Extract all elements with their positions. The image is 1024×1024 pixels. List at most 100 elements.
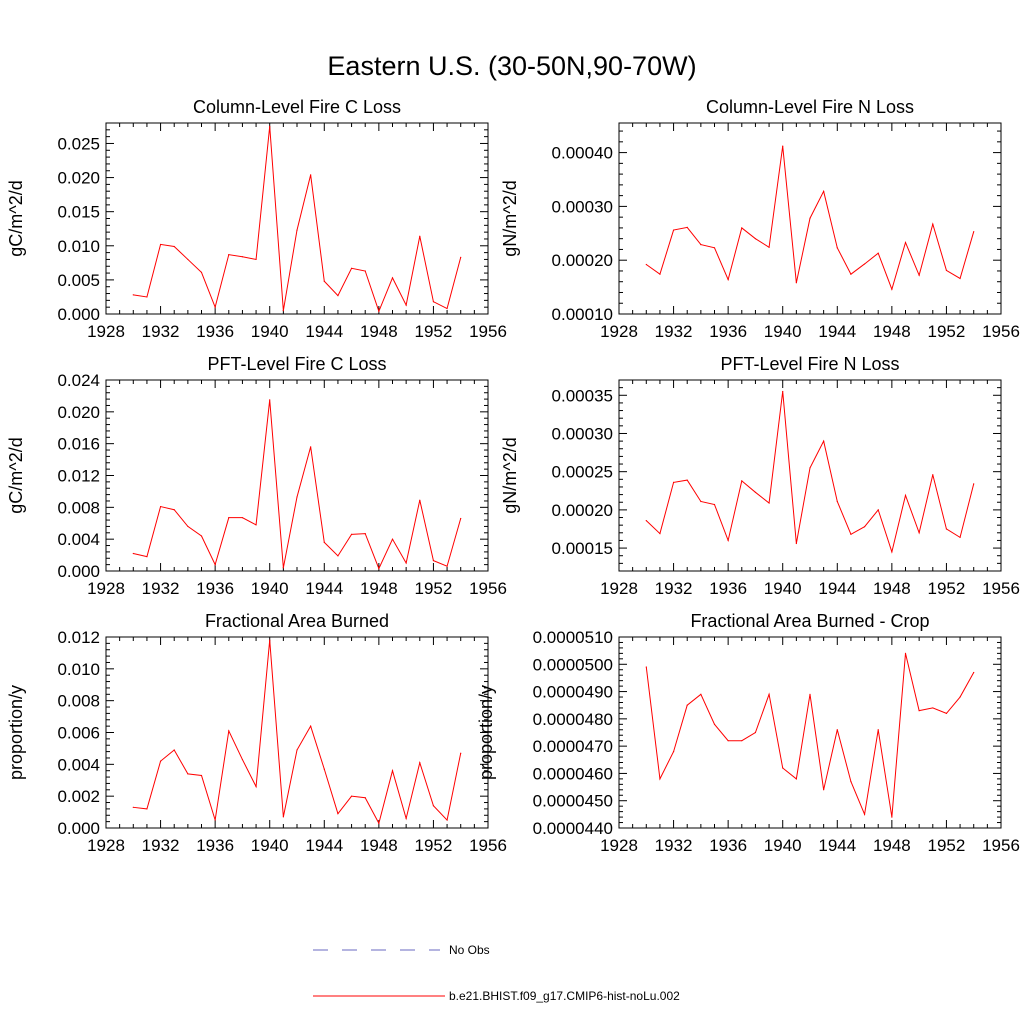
data-point <box>945 269 948 272</box>
data-point <box>214 564 216 566</box>
data-point <box>918 710 920 712</box>
data-point <box>863 526 866 528</box>
y-tick-label: 0.00015 <box>552 539 613 558</box>
y-tick-label: 0.0000510 <box>533 628 613 647</box>
data-point <box>877 252 879 254</box>
data-point <box>391 770 394 772</box>
y-tick-label: 0.005 <box>57 271 100 290</box>
data-point <box>645 263 647 266</box>
data-point <box>132 806 134 808</box>
x-tick-label: 1932 <box>142 579 180 598</box>
data-point <box>850 781 852 783</box>
data-point <box>823 789 825 791</box>
data-point <box>891 288 893 290</box>
data-point <box>877 729 879 731</box>
y-tick-label: 0.0000440 <box>533 819 613 838</box>
y-tick-label: 0.015 <box>57 203 100 222</box>
data-point <box>446 565 448 567</box>
data-point <box>904 652 907 654</box>
x-tick-label: 1940 <box>764 322 802 341</box>
data-point <box>836 500 838 503</box>
data-point <box>405 817 407 820</box>
data-point <box>460 256 462 258</box>
data-point <box>310 725 312 727</box>
data-point <box>323 541 325 543</box>
data-point <box>768 502 770 504</box>
data-point <box>337 555 339 557</box>
y-axis-label: gC/m^2/d <box>6 437 26 513</box>
data-point <box>460 752 462 754</box>
data-point <box>405 562 407 564</box>
data-point <box>904 241 907 244</box>
x-tick-label: 1928 <box>87 322 125 341</box>
y-tick-label: 0.00035 <box>552 386 613 405</box>
data-point <box>269 399 271 401</box>
x-tick-label: 1956 <box>982 579 1020 598</box>
data-point <box>200 774 203 777</box>
data-point <box>809 217 811 219</box>
data-point <box>877 509 879 511</box>
data-point <box>795 282 797 284</box>
y-tick-label: 0.0000490 <box>533 683 613 702</box>
data-point <box>241 256 244 258</box>
data-point <box>686 226 688 228</box>
data-point <box>713 247 716 249</box>
x-tick-label: 1940 <box>764 836 802 855</box>
data-point <box>228 254 230 256</box>
data-point <box>973 483 975 485</box>
data-point <box>187 525 189 528</box>
x-tick-label: 1932 <box>142 836 180 855</box>
x-tick-label: 1936 <box>196 322 234 341</box>
data-point <box>686 479 688 481</box>
panel-title: Column-Level Fire C Loss <box>193 97 401 117</box>
legend-label-model: b.e21.BHIST.f09_g17.CMIP6-hist-noLu.002 <box>449 989 680 1003</box>
panel-title: Column-Level Fire N Loss <box>706 97 914 117</box>
data-point <box>337 813 339 815</box>
data-point <box>795 542 797 545</box>
x-tick-label: 1956 <box>469 836 507 855</box>
y-tick-label: 0.00020 <box>552 251 613 270</box>
data-point <box>350 533 353 535</box>
panel-5: 1928 1932 1936 1940 1944 1948 1952 1956 0.000 0.0… <box>6 611 507 855</box>
y-tick-label: 0.025 <box>57 134 100 153</box>
data-point <box>228 730 230 732</box>
x-tick-label: 1952 <box>928 836 966 855</box>
data-point <box>296 749 298 751</box>
x-tick-label: 1928 <box>87 836 125 855</box>
data-point <box>364 270 366 272</box>
data-point <box>159 505 162 508</box>
x-tick-label: 1936 <box>709 836 747 855</box>
y-tick-label: 0.004 <box>57 755 100 774</box>
data-point <box>959 277 961 280</box>
data-point <box>159 243 162 246</box>
data-point <box>741 740 743 742</box>
data-point <box>741 227 743 229</box>
data-point <box>310 174 312 176</box>
data-point <box>754 731 757 734</box>
data-point <box>713 723 716 725</box>
data-point <box>850 533 852 535</box>
panel-title: PFT-Level Fire N Loss <box>720 354 899 374</box>
y-tick-label: 0.010 <box>57 660 100 679</box>
data-point <box>228 517 230 519</box>
data-point <box>959 696 961 698</box>
x-tick-label: 1936 <box>196 579 234 598</box>
y-tick-label: 0.000 <box>57 305 100 324</box>
x-tick-label: 1956 <box>982 322 1020 341</box>
x-tick-label: 1932 <box>655 322 693 341</box>
x-tick-label: 1956 <box>469 322 507 341</box>
data-point <box>659 778 661 780</box>
x-tick-label: 1948 <box>360 322 398 341</box>
y-tick-label: 0.00020 <box>552 501 613 520</box>
data-point <box>672 229 675 231</box>
data-point <box>132 552 134 555</box>
data-point <box>337 294 339 297</box>
x-tick-label: 1944 <box>305 322 343 341</box>
x-tick-label: 1952 <box>415 836 453 855</box>
x-tick-label: 1948 <box>360 836 398 855</box>
data-point <box>159 760 162 762</box>
data-point <box>460 517 462 520</box>
data-point <box>296 496 298 498</box>
data-point <box>836 247 838 249</box>
y-tick-label: 0.0000500 <box>533 655 613 674</box>
